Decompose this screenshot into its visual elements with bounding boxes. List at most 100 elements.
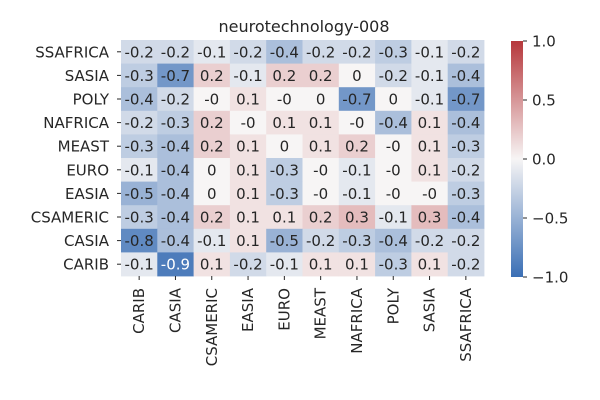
cell-value-label: -0.2 [125, 43, 154, 61]
heatmap-cell [157, 252, 194, 277]
cell-value-label: 0 [207, 185, 217, 203]
heatmap-cell [229, 40, 267, 64]
heatmap-cell [266, 252, 303, 277]
cell-value-label: -0.1 [379, 209, 408, 227]
cell-value-label: 0.1 [309, 114, 333, 132]
column-label: CASIA [166, 287, 184, 333]
heatmap-cell [411, 134, 449, 159]
cell-value-label: -0 [386, 138, 401, 156]
heatmap-cell [338, 40, 376, 64]
heatmap-cell [157, 228, 194, 253]
cell-value-label: 0.1 [236, 185, 260, 203]
heatmap-cell [157, 63, 194, 88]
cell-value-label: -0.4 [161, 232, 190, 250]
cell-value-label: -0.1 [125, 161, 154, 179]
cell-value-label: -0.3 [379, 256, 408, 274]
heatmap-cell [157, 134, 194, 159]
heatmap-cell [302, 252, 340, 277]
cell-value-label: -0.2 [125, 114, 154, 132]
cell-value-label: -0 [241, 114, 256, 132]
column-label: CARIB [130, 288, 148, 334]
cell-value-label: -0.4 [161, 138, 190, 156]
cell-value-label: 0.3 [345, 209, 369, 227]
cell-value-label: 0.2 [309, 209, 333, 227]
heatmap-cell [157, 205, 194, 230]
heatmap-cell [229, 134, 267, 159]
heatmap-cell [447, 63, 485, 88]
heatmap-cell [302, 63, 340, 88]
cell-value-label: -0 [386, 161, 401, 179]
cell-value-label: 0.1 [272, 209, 296, 227]
cell-value-label: 0.1 [418, 114, 442, 132]
cell-value-label: -0.1 [342, 161, 371, 179]
cell-value-label: -0.2 [451, 43, 480, 61]
cell-value-label: -0.7 [342, 91, 371, 109]
column-label: SSAFRICA [457, 287, 475, 362]
cell-value-label: -0.2 [451, 256, 480, 274]
heatmap-cell [266, 110, 303, 135]
heatmap-cell [193, 181, 231, 206]
heatmap-cell [447, 158, 485, 182]
heatmap-cell [266, 181, 303, 206]
heatmap-cell [338, 87, 376, 112]
colorbar: 1.0 0.5 0.0 −0.5 −1.0 [511, 33, 568, 287]
heatmap-cell [193, 110, 231, 135]
heatmap-cell [229, 252, 267, 277]
column-label: EASIA [239, 287, 257, 332]
cell-value-label: 0.1 [236, 209, 260, 227]
heatmap-cell [302, 228, 340, 253]
heatmap-cell [121, 158, 158, 182]
heatmap-cell [302, 110, 340, 135]
row-labels: SSAFRICA SASIA POLY NAFRICA MEAST EURO EASIA CS… [31, 43, 121, 274]
cell-value-label: 0.2 [200, 67, 224, 85]
heatmap-cell [266, 205, 303, 230]
cell-value-label: -0.9 [161, 256, 190, 274]
heatmap-cell [121, 134, 158, 159]
cell-value-label: -0.7 [451, 91, 480, 109]
heatmap-cell [266, 228, 303, 253]
cell-value-label: -0.1 [342, 185, 371, 203]
cell-value-label: -0.4 [161, 185, 190, 203]
heatmap-cell [302, 87, 340, 112]
cell-value-label: -0 [422, 185, 437, 203]
heatmap-cell [447, 228, 485, 253]
cell-value-label: -0.2 [451, 161, 480, 179]
cell-value-label: 0.2 [345, 138, 369, 156]
heatmap-cell [375, 63, 412, 88]
colorbar-tick-label: 0.0 [532, 151, 556, 169]
cell-value-label: -0.4 [379, 114, 408, 132]
cell-value-label: 0.1 [236, 91, 260, 109]
row-label: CSAMERIC [31, 209, 109, 227]
cell-value-label: -0.2 [306, 232, 335, 250]
heatmap-cell [447, 205, 485, 230]
cell-value-label: -0.3 [161, 114, 190, 132]
heatmap-cell [229, 110, 267, 135]
cell-value-label: 0.1 [309, 138, 333, 156]
cell-value-label: 0 [352, 67, 362, 85]
heatmap-cell [411, 205, 449, 230]
heatmap-cell [411, 110, 449, 135]
cell-value-label: 0 [207, 161, 217, 179]
cell-value-label: 0.1 [309, 256, 333, 274]
heatmap-cell [338, 63, 376, 88]
cell-value-label: 0.2 [272, 67, 296, 85]
row-label: MEAST [58, 138, 110, 156]
column-labels: CARIB CASIA CSAMERIC EASIA EURO MEAST NAFRICA P… [130, 276, 475, 366]
heatmap-cell [193, 134, 231, 159]
heatmap-cell [121, 181, 158, 206]
heatmap-cell [229, 87, 267, 112]
cell-value-label: 0.1 [418, 161, 442, 179]
heatmap-cell [411, 252, 449, 277]
cell-value-label: -0.1 [197, 232, 226, 250]
heatmap-cell [302, 158, 340, 182]
heatmap-cell-labels: -0.2 -0.2 -0.1 -0.2 -0.4 -0.2 -0.2 -0.3 -0.1 -0.2… [125, 43, 481, 273]
heatmap-cell [338, 205, 376, 230]
heatmap-cell [266, 87, 303, 112]
cell-value-label: -0.4 [379, 232, 408, 250]
heatmap-cell [375, 40, 412, 64]
heatmap-cell [338, 181, 376, 206]
heatmap-cell [229, 181, 267, 206]
cell-value-label: -0.3 [125, 67, 154, 85]
heatmap-cell [229, 205, 267, 230]
heatmap-cell [229, 158, 267, 182]
